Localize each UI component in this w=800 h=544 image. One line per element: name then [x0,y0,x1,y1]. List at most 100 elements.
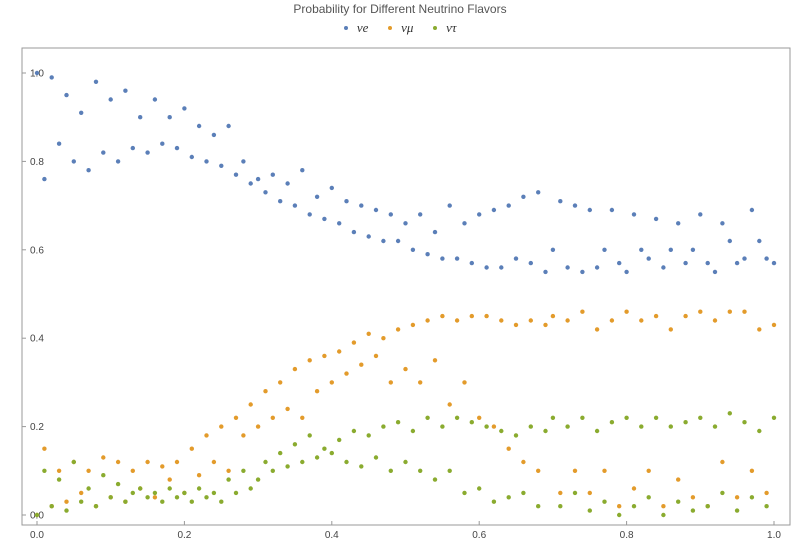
data-point-nu-tau [381,424,386,429]
data-point-nu-mu [314,389,320,394]
data-point-nu-tau [484,424,489,429]
data-point-nu-mu [204,433,209,438]
x-tick-label: 0.4 [325,530,339,541]
data-point-nu-tau [64,508,69,513]
x-tick-label: 0.8 [620,530,634,541]
data-point-nu-e [506,203,511,208]
data-point-nu-mu [727,309,732,314]
data-point-nu-mu [263,389,268,394]
data-point-nu-e [263,190,268,195]
data-point-nu-e [712,269,718,275]
data-point-nu-tau [152,490,158,496]
data-point-nu-mu [79,490,84,496]
data-point-nu-tau [329,450,334,456]
data-point-nu-e [219,163,224,168]
data-point-nu-e [653,216,659,222]
data-point-nu-e [314,194,320,199]
data-point-nu-mu [528,318,533,323]
data-point-nu-tau [609,420,615,425]
data-point-nu-mu [462,380,467,385]
data-point-nu-e [145,150,150,155]
data-point-nu-e [329,185,334,191]
data-point-nu-e [447,203,452,208]
data-point-nu-mu [189,446,194,451]
data-point-nu-mu [329,380,334,385]
data-point-nu-mu [373,353,379,359]
data-point-nu-e [373,207,379,213]
data-point-nu-e [631,212,637,217]
data-point-nu-tau [388,468,393,473]
legend-label-nu-mu: νμ [401,20,414,35]
data-point-nu-mu [359,362,364,367]
data-point-nu-mu [572,468,578,473]
axis-ticks: 0.00.20.40.60.81.00.00.20.40.60.81.0 [22,69,781,541]
data-point-nu-e [528,260,533,266]
data-point-nu-mu [248,402,253,407]
data-point-nu-e [182,106,187,111]
data-point-nu-mu [764,490,769,496]
data-point-nu-mu [233,415,239,420]
legend-label-nu-e: νe [356,20,369,35]
data-point-nu-mu [366,331,371,336]
data-point-nu-e [690,247,696,252]
data-point-nu-mu [388,380,393,385]
data-point-nu-mu [565,318,570,323]
data-point-nu-tau [749,495,755,500]
legend-label-nu-tau: ντ [446,20,457,35]
data-point-nu-tau [79,499,84,504]
data-point-nu-tau [742,420,747,425]
data-point-nu-tau [477,486,482,491]
data-point-nu-tau [196,486,202,491]
data-point-nu-tau [639,424,644,429]
data-point-nu-tau [123,499,128,504]
data-points [34,70,777,518]
data-point-nu-e [513,256,519,261]
data-point-nu-e [366,234,371,239]
y-tick-label: 0.2 [30,422,44,433]
data-point-nu-mu [395,327,401,332]
data-point-nu-tau [690,508,696,513]
data-point-nu-e [307,212,312,217]
data-point-nu-tau [71,459,77,465]
data-point-nu-mu [506,446,511,451]
data-point-nu-e [565,265,570,270]
data-point-nu-e [558,199,563,204]
data-point-nu-mu [337,349,342,354]
data-point-nu-tau [506,495,511,500]
data-point-nu-e [285,181,290,186]
data-point-nu-mu [484,313,489,319]
data-point-nu-mu [469,313,474,319]
data-point-nu-mu [550,313,556,319]
data-point-nu-tau [602,499,607,504]
data-point-nu-e [521,194,526,199]
data-point-nu-tau [115,481,121,487]
data-point-nu-e [351,229,357,235]
x-tick-label: 1.0 [767,530,781,541]
data-point-nu-tau [624,415,629,420]
data-point-nu-tau [337,437,342,443]
data-point-nu-tau [764,504,769,509]
data-point-nu-tau [543,428,548,434]
data-point-nu-e [609,207,615,213]
data-point-nu-mu [558,490,563,496]
legend-marker-nu-mu [387,26,392,30]
data-point-nu-tau [182,490,187,496]
data-point-nu-e [410,247,416,252]
data-point-nu-mu [219,424,224,429]
data-point-nu-e [130,145,135,151]
data-point-nu-e [344,199,349,204]
data-point-nu-e [138,115,143,120]
data-point-nu-mu [712,318,718,323]
data-point-nu-e [204,159,209,164]
data-point-nu-mu [617,504,622,509]
data-point-nu-mu [447,402,452,407]
data-point-nu-tau [108,495,113,500]
data-point-nu-mu [690,495,696,500]
legend-item-nu-tau: ντ [432,20,457,36]
data-point-nu-mu [344,371,349,376]
data-point-nu-e [418,212,423,217]
data-point-nu-mu [683,313,688,319]
data-point-nu-tau [661,512,666,518]
data-point-nu-e [432,229,438,235]
data-point-nu-tau [233,490,239,496]
